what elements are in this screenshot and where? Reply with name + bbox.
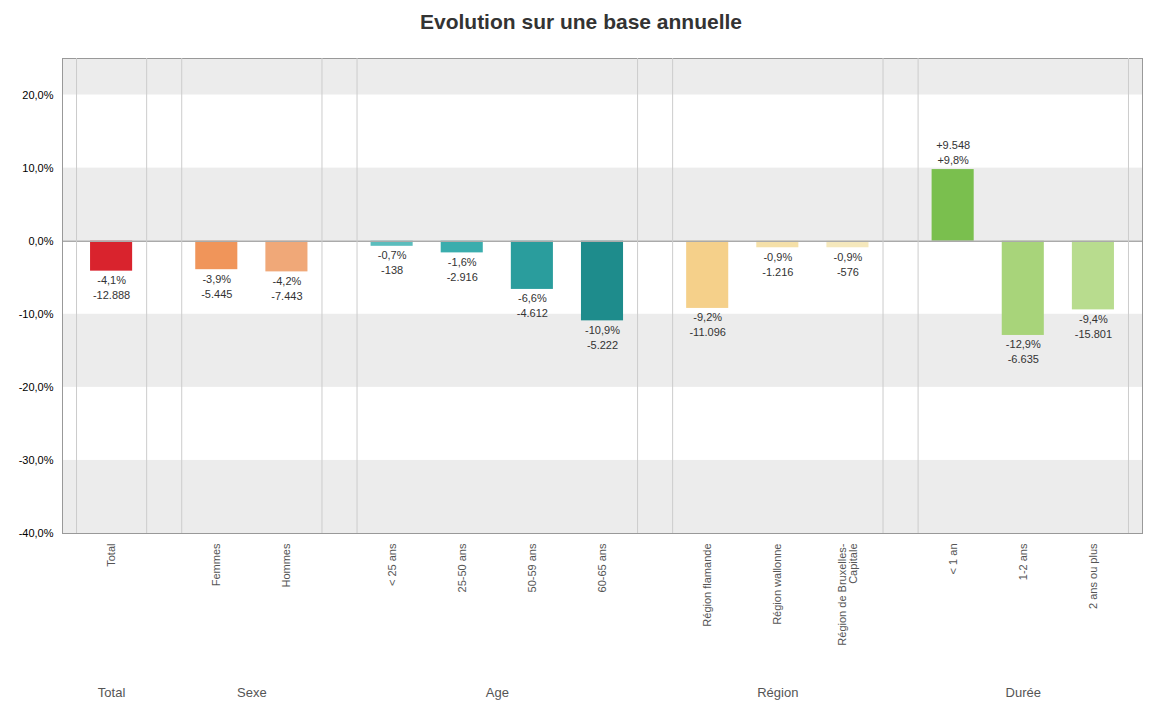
html-text:Evolution sur une base annuell: Evolution sur une base annuelle	[420, 10, 742, 33]
svg-text:Hommes: Hommes	[280, 543, 292, 588]
svg-text:-12,9%: -12,9%	[1006, 338, 1041, 350]
svg-text:-576: -576	[837, 266, 859, 278]
svg-text:-20,0%: -20,0%	[19, 381, 54, 393]
svg-text:-1,6%: -1,6%	[448, 256, 477, 268]
svg-text:-5.222: -5.222	[587, 339, 618, 351]
svg-text:< 25 ans: < 25 ans	[386, 543, 398, 586]
svg-text:-15.801: -15.801	[1075, 328, 1112, 340]
svg-text:25-50 ans: 25-50 ans	[456, 543, 468, 592]
svg-text:-10,0%: -10,0%	[19, 308, 54, 320]
svg-text:-9,4%: -9,4%	[1079, 313, 1108, 325]
svg-text:60-65 ans: 60-65 ans	[596, 543, 608, 592]
svg-text:50-59 ans: 50-59 ans	[526, 543, 538, 592]
svg-text:Total: Total	[98, 685, 126, 700]
svg-text:Région wallonne: Région wallonne	[771, 544, 783, 625]
svg-text:-2.916: -2.916	[447, 271, 478, 283]
svg-text:< 1 an: < 1 an	[947, 544, 959, 575]
svg-text:-5.445: -5.445	[201, 288, 232, 300]
svg-text:-0,9%: -0,9%	[834, 251, 863, 263]
svg-text:20,0%: 20,0%	[22, 89, 53, 101]
svg-text:Femmes: Femmes	[210, 543, 222, 586]
svg-text:Région flamande: Région flamande	[701, 544, 713, 627]
svg-text:-11.096: -11.096	[689, 326, 726, 338]
svg-text:-3,9%: -3,9%	[202, 273, 231, 285]
svg-text:-6.635: -6.635	[1008, 353, 1039, 365]
svg-text:10,0%: 10,0%	[22, 162, 53, 174]
svg-text:-4,2%: -4,2%	[273, 275, 302, 287]
svg-text:-40,0%: -40,0%	[19, 527, 54, 539]
svg-text:Sexe: Sexe	[237, 685, 267, 700]
svg-text:Région de Bruxelles-Capitale: Région de Bruxelles-Capitale	[836, 543, 859, 645]
svg-text:-9,2%: -9,2%	[693, 311, 722, 323]
svg-text:-10,9%: -10,9%	[585, 324, 620, 336]
svg-text:-0,7%: -0,7%	[378, 249, 407, 261]
svg-text:-12.888: -12.888	[93, 289, 130, 301]
svg-text:+9,8%: +9,8%	[937, 154, 969, 166]
svg-text:2 ans ou plus: 2 ans ou plus	[1087, 543, 1099, 609]
svg-text:-138: -138	[381, 264, 403, 276]
svg-text:0,0%: 0,0%	[28, 235, 53, 247]
svg-text:Durée: Durée	[1006, 685, 1041, 700]
svg-text:Région: Région	[757, 685, 798, 700]
svg-text:-1.216: -1.216	[762, 266, 793, 278]
svg-text:-4.612: -4.612	[517, 307, 548, 319]
svg-text:+9.548: +9.548	[936, 139, 970, 151]
svg-text:Age: Age	[486, 685, 509, 700]
svg-text:-30,0%: -30,0%	[19, 454, 54, 466]
svg-text:-7.443: -7.443	[271, 290, 302, 302]
svg-text:Total: Total	[105, 544, 117, 567]
svg-text:-0,9%: -0,9%	[763, 251, 792, 263]
svg-text:-6,6%: -6,6%	[518, 292, 547, 304]
svg-text:1-2 ans: 1-2 ans	[1017, 543, 1029, 580]
svg-text:-4,1%: -4,1%	[97, 274, 126, 286]
